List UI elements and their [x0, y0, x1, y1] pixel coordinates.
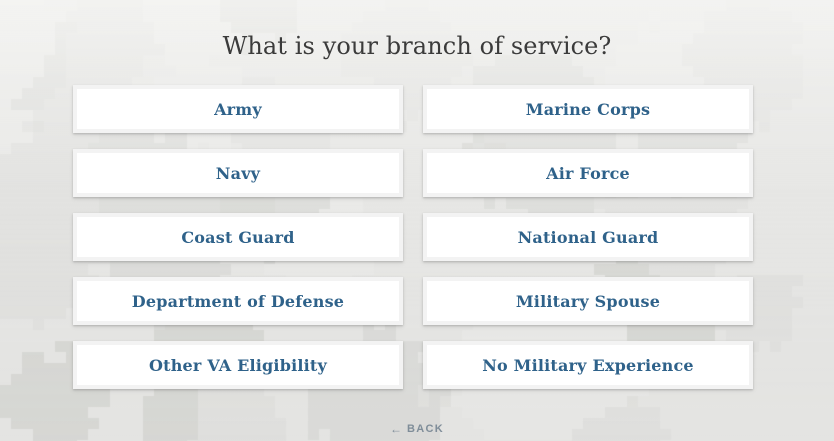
- button-face: Marine Corps: [427, 89, 749, 129]
- option-label: Air Force: [546, 163, 630, 183]
- option-row: Navy Air Force: [73, 149, 753, 197]
- button-face: National Guard: [427, 217, 749, 257]
- button-face: No Military Experience: [427, 345, 749, 385]
- button-face: Navy: [77, 153, 399, 193]
- option-button-navy[interactable]: Navy: [73, 149, 403, 197]
- left-arrow-icon: ←: [390, 422, 402, 436]
- button-face: Department of Defense: [77, 281, 399, 321]
- option-button-army[interactable]: Army: [73, 85, 403, 133]
- option-label: Army: [214, 99, 262, 119]
- option-button-other-va-eligibility[interactable]: Other VA Eligibility: [73, 341, 403, 389]
- option-row: Department of Defense Military Spouse: [73, 277, 753, 325]
- button-face: Air Force: [427, 153, 749, 193]
- button-face: Army: [77, 89, 399, 129]
- option-button-no-military-experience[interactable]: No Military Experience: [423, 341, 753, 389]
- button-face: Military Spouse: [427, 281, 749, 321]
- option-label: Coast Guard: [181, 227, 295, 247]
- option-label: Department of Defense: [131, 291, 345, 311]
- option-button-military-spouse[interactable]: Military Spouse: [423, 277, 753, 325]
- button-face: Coast Guard: [77, 217, 399, 257]
- option-button-department-of-defense[interactable]: Department of Defense: [73, 277, 403, 325]
- option-button-national-guard[interactable]: National Guard: [423, 213, 753, 261]
- option-label: Other VA Eligibility: [148, 355, 328, 375]
- branch-options-grid: Army Marine Corps Navy Air Force: [73, 85, 753, 389]
- option-label: Military Spouse: [515, 291, 661, 311]
- option-button-air-force[interactable]: Air Force: [423, 149, 753, 197]
- option-label: National Guard: [517, 227, 659, 247]
- option-button-coast-guard[interactable]: Coast Guard: [73, 213, 403, 261]
- option-label: No Military Experience: [482, 355, 694, 375]
- option-row: Other VA Eligibility No Military Experie…: [73, 341, 753, 389]
- option-label: Navy: [215, 163, 261, 183]
- option-button-marine-corps[interactable]: Marine Corps: [423, 85, 753, 133]
- back-button-inner: ← BACK: [390, 423, 444, 435]
- option-label: Marine Corps: [525, 99, 651, 119]
- button-face: Other VA Eligibility: [77, 345, 399, 385]
- back-button-label: BACK: [407, 422, 444, 435]
- option-row: Army Marine Corps: [73, 85, 753, 133]
- page-title: What is your branch of service?: [222, 32, 612, 60]
- back-button[interactable]: ← BACK: [0, 420, 834, 438]
- option-row: Coast Guard National Guard: [73, 213, 753, 261]
